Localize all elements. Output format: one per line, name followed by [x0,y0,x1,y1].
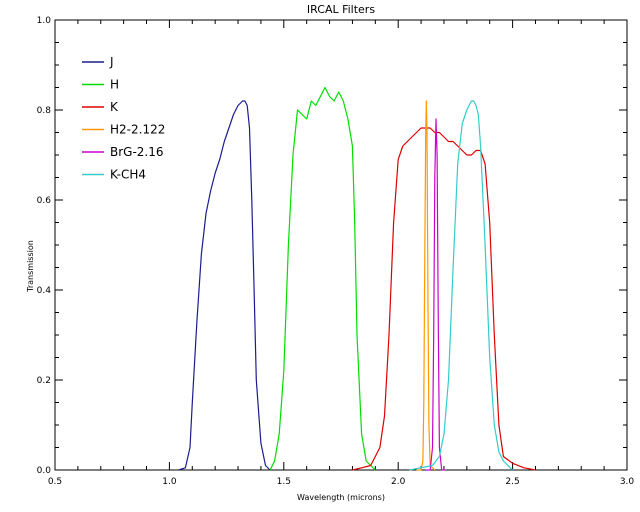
series-line-j [178,100,271,471]
series-line-h [269,86,376,471]
x-tick-label: 0.5 [48,477,62,487]
x-axis-title: Wavelength (microns) [297,493,385,502]
legend-label: K [110,100,119,114]
y-tick-label: 0.0 [37,466,52,476]
legend-label: H2-2.122 [110,123,165,137]
x-tick-label: 3.0 [620,477,635,487]
x-axis: 0.5 1.0 1.5 2.0 2.5 3.0 [48,20,635,487]
x-tick-label: 1.5 [277,477,291,487]
x-tick-label: 1.0 [162,477,177,487]
y-axis-title: Transmission [26,240,35,293]
y-tick-label: 0.8 [37,106,52,116]
series-line-k-ch4 [409,100,514,471]
y-tick-label: 0.2 [37,376,51,386]
y-tick-label: 0.6 [37,196,52,206]
legend-label: BrG-2.16 [110,145,164,159]
series-line-h2-2-122 [416,100,436,471]
y-axis: 0.0 0.2 0.4 0.6 0.8 1.0 [37,16,627,476]
x-tick-label: 2.5 [505,477,519,487]
series-line-k [352,127,536,471]
legend-label: J [109,55,114,69]
y-tick-label: 0.4 [37,286,52,296]
series-layer [178,86,536,471]
x-tick-label: 2.0 [391,477,406,487]
chart-title: IRCAL Filters [307,3,375,16]
y-tick-label: 1.0 [37,16,52,26]
legend-label: K-CH4 [110,168,146,182]
legend: JHK H2-2.122 BrG-2.16 K-CH4 [82,55,165,182]
legend-label: H [110,78,119,92]
